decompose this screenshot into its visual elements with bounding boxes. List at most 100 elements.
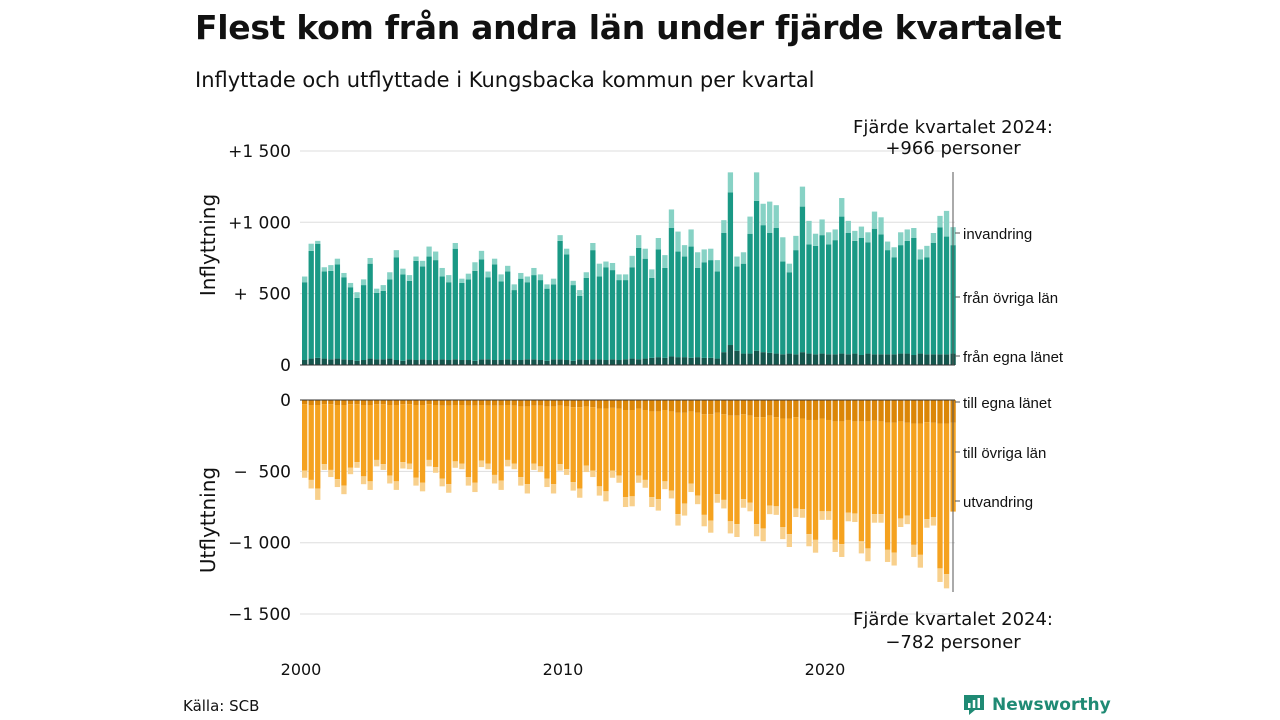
bar-in-egna-lanet (629, 358, 635, 365)
bar-in-invandring (511, 284, 517, 291)
bar-ut-utvandring (321, 464, 327, 470)
bar-ut-ovriga-lan (557, 405, 563, 465)
bar-in-invandring (701, 249, 707, 263)
bar-ut-utvandring (590, 470, 596, 478)
bar-ut-ovriga-lan (852, 421, 858, 514)
bar-ut-utvandring (636, 475, 642, 483)
bar-ut-utvandring (583, 465, 589, 473)
bar-in-egna-lanet (537, 360, 544, 365)
bar-ut-egna-lanet (734, 400, 740, 416)
bar-in-ovriga-lan (570, 285, 576, 361)
bar-ut-utvandring (550, 484, 557, 494)
bar-ut-ovriga-lan (478, 404, 485, 461)
bar-ut-utvandring (858, 541, 865, 554)
bar-ut-egna-lanet (917, 400, 923, 424)
bar-in-ovriga-lan (622, 280, 629, 360)
bar-ut-ovriga-lan (655, 411, 661, 500)
bar-in-ovriga-lan (439, 276, 445, 360)
bar-in-egna-lanet (806, 353, 812, 365)
bar-ut-utvandring (341, 485, 347, 495)
bar-in-invandring (891, 247, 897, 258)
bar-ut-ovriga-lan (773, 417, 779, 507)
bar-in-egna-lanet (341, 359, 347, 365)
bar-in-ovriga-lan (315, 243, 321, 358)
bar-ut-ovriga-lan (472, 405, 478, 483)
bar-in-invandring (400, 268, 406, 275)
bar-in-invandring (884, 241, 891, 251)
bar-ut-utvandring (459, 463, 465, 470)
bar-ut-ovriga-lan (898, 421, 904, 519)
bar-in-ovriga-lan (419, 266, 426, 360)
bar-in-egna-lanet (387, 358, 393, 365)
bar-ut-utvandring (629, 496, 635, 507)
bar-ut-ovriga-lan (334, 404, 341, 480)
bar-ut-ovriga-lan (727, 415, 734, 522)
bar-in-egna-lanet (446, 360, 452, 365)
bar-in-invandring (590, 242, 596, 251)
bar-ut-egna-lanet (315, 400, 321, 405)
bar-ut-ovriga-lan (858, 421, 865, 542)
bar-ut-egna-lanet (793, 400, 799, 418)
bar-ut-ovriga-lan (321, 404, 327, 465)
bar-ut-ovriga-lan (911, 423, 917, 545)
bar-ut-egna-lanet (727, 400, 734, 416)
bar-ut-egna-lanet (878, 400, 884, 422)
bar-in-ovriga-lan (360, 285, 367, 361)
chart-title: Flest kom från andra län under fjärde kv… (195, 8, 1062, 47)
bar-ut-utvandring (668, 490, 675, 499)
bar-ut-utvandring (760, 528, 766, 542)
bar-ut-utvandring (832, 539, 838, 552)
bar-ut-egna-lanet (832, 400, 838, 422)
bar-ut-egna-lanet (603, 400, 609, 409)
bar-in-egna-lanet (727, 345, 734, 365)
bar-ut-utvandring (845, 512, 851, 522)
bar-in-egna-lanet (393, 360, 399, 365)
bar-ut-egna-lanet (367, 400, 373, 405)
bar-in-invandring (459, 278, 465, 283)
bar-in-ovriga-lan (302, 282, 308, 360)
bar-ut-utvandring (773, 506, 779, 515)
bar-in-egna-lanet (773, 353, 779, 365)
bar-in-ovriga-lan (799, 206, 806, 353)
bar-ut-ovriga-lan (826, 419, 832, 512)
bar-ut-egna-lanet (668, 400, 675, 412)
bar-in-invandring (446, 275, 452, 283)
bar-ut-utvandring (393, 481, 399, 490)
bar-in-egna-lanet (433, 360, 439, 365)
bar-in-egna-lanet (917, 353, 923, 365)
bar-in-egna-lanet (609, 359, 616, 365)
bar-in-invandring (308, 243, 314, 251)
bar-ut-utvandring (505, 459, 511, 467)
bar-ut-utvandring (793, 508, 799, 518)
bar-in-ovriga-lan (367, 263, 373, 359)
bar-ut-ovriga-lan (433, 404, 439, 468)
bar-in-egna-lanet (721, 352, 727, 365)
bar-ut-egna-lanet (884, 400, 891, 423)
bar-ut-ovriga-lan (406, 404, 413, 464)
bar-ut-egna-lanet (439, 400, 445, 406)
bar-in-invandring (668, 209, 675, 229)
bar-ut-egna-lanet (753, 400, 760, 418)
bar-in-ovriga-lan (478, 259, 485, 360)
bar-in-invandring (321, 267, 327, 272)
bar-ut-egna-lanet (354, 400, 360, 405)
bar-in-ovriga-lan (380, 290, 386, 360)
bar-ut-egna-lanet (465, 400, 472, 406)
bar-in-ovriga-lan (505, 271, 511, 360)
bar-in-ovriga-lan (491, 264, 498, 361)
y-axis-title-top: Inflyttning (196, 194, 220, 296)
bar-in-egna-lanet (426, 360, 432, 365)
bar-ut-utvandring (400, 462, 406, 469)
bar-ut-ovriga-lan (904, 422, 910, 516)
bar-ut-ovriga-lan (780, 418, 786, 527)
bar-in-ovriga-lan (544, 288, 550, 361)
bar-ut-utvandring (701, 514, 707, 527)
bar-in-ovriga-lan (406, 280, 413, 360)
annotation-bottom-line2: −782 personer (885, 632, 1021, 653)
bar-in-invandring (760, 203, 766, 226)
bar-in-ovriga-lan (819, 235, 825, 354)
bar-in-egna-lanet (550, 359, 557, 365)
bar-ut-ovriga-lan (668, 411, 675, 491)
bar-ut-ovriga-lan (871, 420, 878, 515)
bar-in-ovriga-lan (727, 192, 734, 346)
